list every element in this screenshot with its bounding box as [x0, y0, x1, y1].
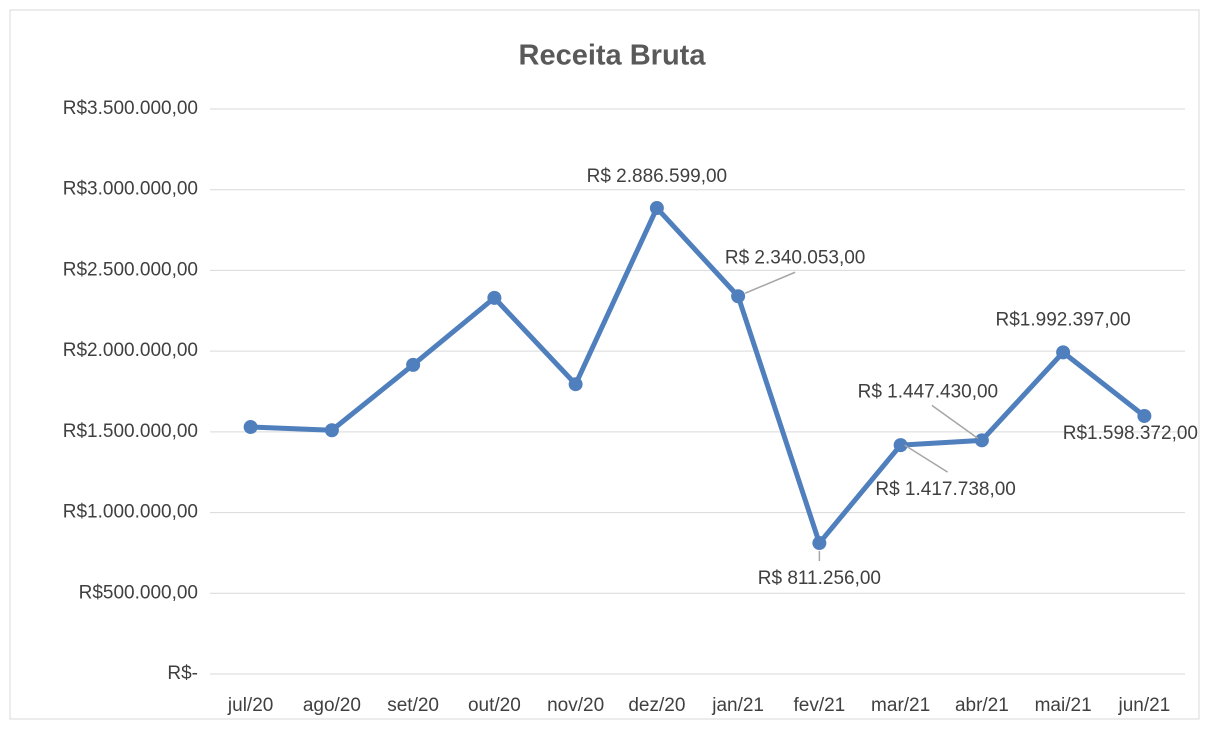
data-label: R$ 1.447.430,00	[858, 381, 999, 402]
data-label: R$ 811.256,00	[758, 568, 881, 589]
y-tick-label: R$1.500.000,00	[63, 421, 198, 442]
line-marker	[406, 357, 421, 372]
y-tick-label: R$3.000.000,00	[63, 179, 198, 200]
y-tick-label: R$2.500.000,00	[63, 259, 198, 280]
leader-line	[904, 444, 949, 473]
x-tick-label: ago/20	[303, 695, 361, 716]
line-marker	[974, 433, 989, 448]
x-tick-label: abr/21	[955, 695, 1009, 716]
line-marker	[487, 290, 502, 305]
y-tick-label: R$3.500.000,00	[63, 98, 198, 119]
y-tick-label: R$-	[167, 663, 198, 684]
x-tick-label: mai/21	[1035, 695, 1092, 716]
x-tick-label: fev/21	[793, 695, 845, 716]
line-marker	[1056, 345, 1071, 360]
line-marker	[1137, 408, 1152, 423]
x-tick-label: jan/21	[711, 695, 764, 716]
chart-border	[9, 9, 1200, 720]
x-tick-label: set/20	[387, 695, 439, 716]
leader-line	[744, 271, 796, 294]
chart-title: Receita Bruta	[519, 40, 707, 72]
line-marker	[243, 420, 258, 435]
leader-line	[931, 404, 979, 439]
line-marker	[649, 201, 664, 216]
line-marker	[568, 377, 583, 392]
y-tick-label: R$500.000,00	[79, 582, 198, 603]
data-label: R$1.992.397,00	[996, 309, 1131, 330]
y-tick-label: R$2.000.000,00	[63, 340, 198, 361]
line-marker	[812, 536, 827, 551]
x-tick-label: mar/21	[871, 695, 930, 716]
data-label: R$1.598.372,00	[1063, 423, 1198, 444]
y-tick-label: R$1.000.000,00	[63, 502, 198, 523]
data-label: R$ 2.886.599,00	[587, 166, 728, 187]
x-tick-label: out/20	[468, 695, 521, 716]
data-label: R$ 1.417.738,00	[875, 479, 1016, 500]
x-tick-label: jul/20	[227, 695, 273, 716]
line-marker	[893, 438, 908, 453]
x-tick-label: dez/20	[628, 695, 685, 716]
line-marker	[324, 423, 339, 438]
data-label: R$ 2.340.053,00	[725, 247, 866, 268]
x-tick-label: jun/21	[1117, 695, 1170, 716]
line-marker	[731, 289, 746, 304]
x-tick-label: nov/20	[547, 695, 604, 716]
line-series	[250, 205, 1146, 546]
